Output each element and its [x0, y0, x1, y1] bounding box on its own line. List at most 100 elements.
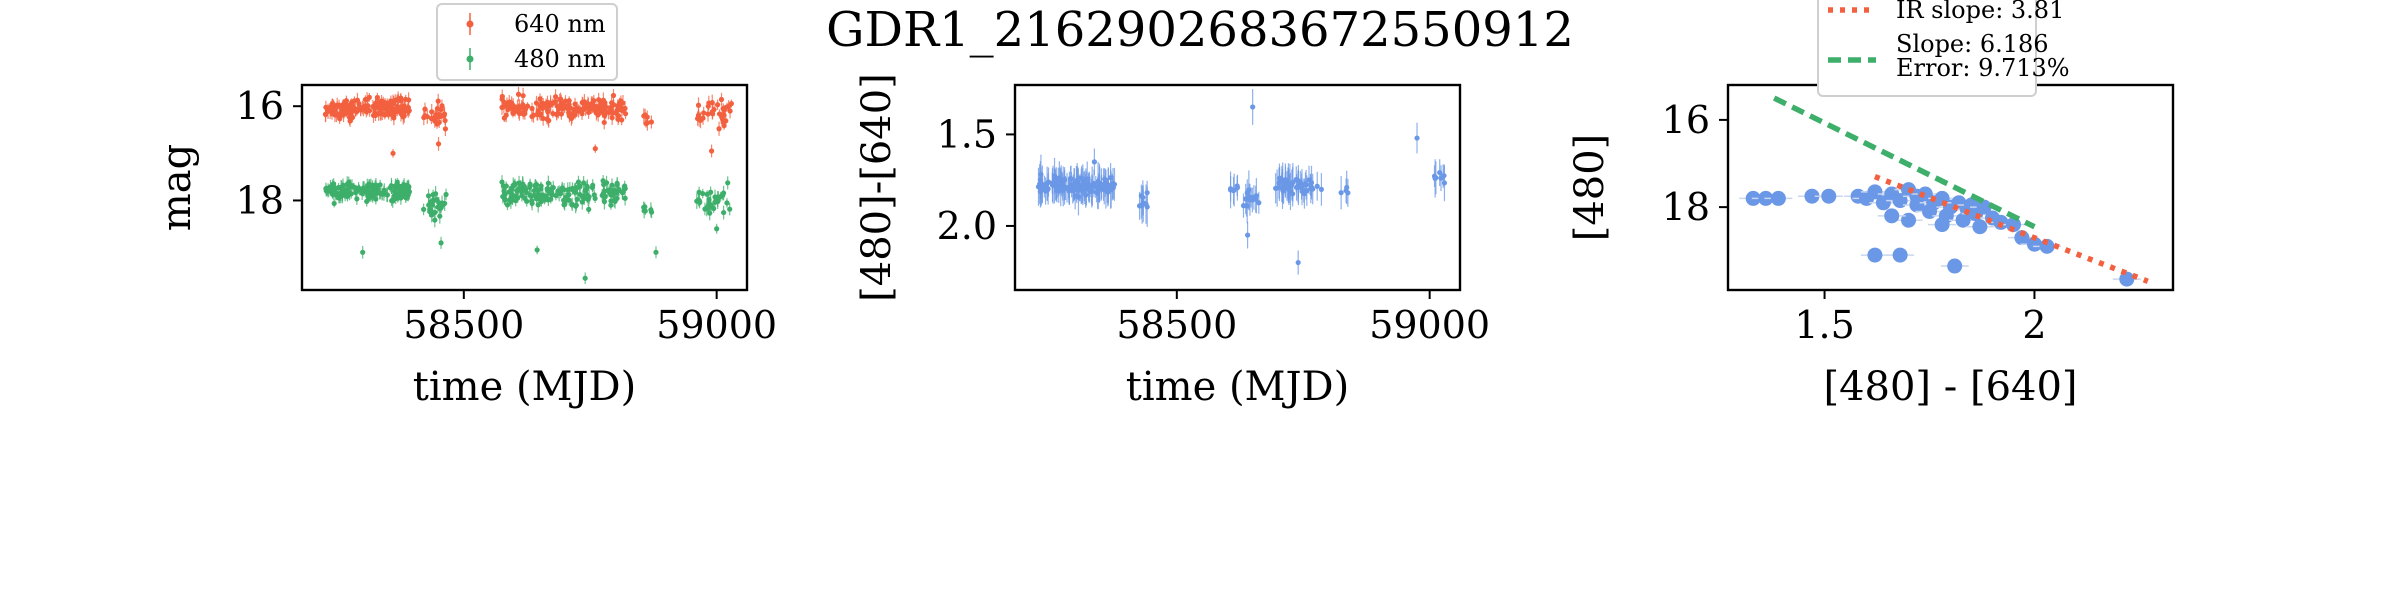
data-point: [352, 108, 359, 114]
data-point: [1096, 186, 1102, 192]
data-point: [705, 103, 711, 109]
data-point: [1314, 183, 1320, 189]
data-point: [709, 99, 715, 106]
data-point: [707, 210, 713, 216]
data-point: [1250, 104, 1256, 110]
x-tick-label: 2: [2022, 303, 2046, 347]
data-point: [544, 99, 551, 105]
data-point: [1289, 182, 1295, 188]
data-point: [554, 112, 560, 118]
data-point: [534, 111, 540, 117]
data-point: [694, 198, 700, 204]
axes-frame: [1013, 83, 1462, 292]
data-point: [1110, 180, 1116, 186]
data-point: [653, 249, 659, 255]
legend-label: 640 nm: [514, 10, 606, 38]
data-point: [399, 183, 405, 189]
data-point: [1081, 186, 1087, 192]
fit-line-ir-slope: [1873, 174, 2149, 284]
data-point: [388, 111, 394, 117]
legend-label: IR slope: 3.81: [1896, 0, 2064, 24]
data-point: [527, 183, 533, 189]
data-point: [516, 110, 523, 117]
data-point: [508, 185, 514, 192]
data-point: [371, 105, 378, 111]
data-point: [1282, 177, 1288, 184]
x-tick-label: 58500: [403, 303, 524, 347]
color-magnitude-panel: 1.5 2 16 18 [480] - [640] [480] IR slope: 3.81…: [1567, 0, 2175, 410]
data-point: [547, 190, 553, 196]
data-point: [709, 148, 715, 154]
data-point: [586, 206, 592, 212]
data-point: [1044, 187, 1050, 194]
x-tick-label: 1.5: [1794, 303, 1854, 347]
data-point: [571, 186, 578, 193]
y-tick-label: 1.5: [937, 112, 997, 156]
data-point: [439, 200, 445, 206]
data-point: [331, 181, 337, 187]
color-curve-panel: 58500 59000 1.5 2.0 time (MJD) [480]-[640]: [854, 73, 1490, 410]
data-point: [610, 92, 617, 99]
data-point: [524, 103, 531, 109]
data-point: [724, 200, 730, 206]
data-point: [601, 119, 607, 126]
data-point: [349, 183, 355, 189]
data-point: [381, 187, 387, 193]
data-point: [1248, 194, 1254, 201]
data-point: [362, 96, 368, 103]
data-point: [531, 192, 537, 198]
data-point: [696, 189, 702, 195]
data-point: [328, 105, 334, 111]
x-tick-label: 59000: [1369, 303, 1490, 347]
fit-line-slope: [1772, 95, 2036, 230]
data-point: [725, 180, 731, 186]
data-point: [602, 193, 608, 199]
data-point: [1338, 190, 1344, 196]
data-point: [379, 191, 385, 197]
data-point: [354, 196, 360, 202]
data-point: [1821, 188, 1837, 204]
data-point: [360, 249, 366, 255]
data-point: [598, 104, 604, 110]
data-point: [580, 107, 586, 113]
data-point: [705, 111, 711, 117]
data-point: [714, 226, 720, 232]
data-point: [347, 105, 353, 112]
data-point: [1295, 178, 1301, 184]
data-point: [540, 105, 546, 111]
data-point: [702, 206, 708, 212]
data-point: [388, 183, 395, 189]
data-point: [573, 202, 579, 208]
data-point: [541, 197, 548, 203]
figure-title: GDR1_2162902683672550912: [826, 2, 1574, 58]
data-point: [534, 247, 540, 253]
data-point: [2014, 230, 2030, 246]
data-point: [695, 102, 702, 108]
data-point: [592, 146, 598, 152]
data-point: [339, 104, 346, 110]
data-point: [704, 191, 710, 197]
data-point: [2026, 236, 2042, 252]
data-point: [593, 110, 600, 116]
data-point: [1102, 176, 1108, 182]
data-point: [544, 116, 550, 122]
data-point: [370, 112, 377, 118]
data-point: [1075, 175, 1081, 181]
legend-box: [1817, 0, 2037, 97]
data-point: [1432, 175, 1438, 182]
data-point: [441, 113, 447, 119]
data-point: [401, 103, 407, 109]
data-point: [590, 182, 596, 188]
data-point: [586, 194, 592, 200]
data-point: [432, 217, 438, 223]
y-tick-label: 16: [236, 84, 284, 128]
data-point: [648, 119, 655, 125]
data-point: [545, 109, 551, 115]
data-point: [545, 180, 551, 186]
data-point: [378, 98, 385, 104]
data-point: [442, 117, 448, 124]
data-point: [1089, 188, 1095, 194]
data-point: [523, 189, 530, 196]
data-point: [421, 206, 427, 213]
